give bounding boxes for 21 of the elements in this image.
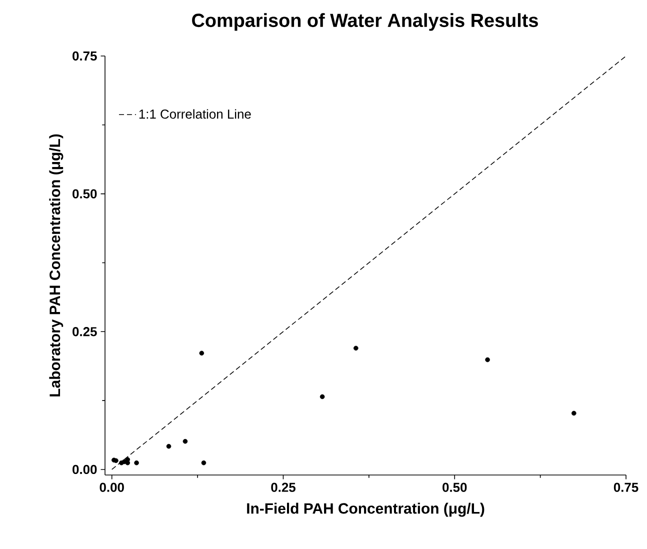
y-axis-title: Laboratory PAH Concentration (μg/L) [49,134,64,396]
point [572,410,576,416]
y-tick-label: 0.75 [72,51,97,61]
x-tick-label: 0.00 [100,482,124,492]
x-axis-title: In-Field PAH Concentration (μg/L) [247,502,484,517]
point [134,460,139,466]
legend-label: 1:1 Correlation Line [139,109,251,119]
point [199,350,204,356]
x-tick-label: 0.75 [614,482,638,492]
y-tick-label: 0.00 [72,464,97,474]
y-tick-label: 0.25 [72,327,97,336]
point [354,346,358,351]
point [201,460,206,466]
y-tick-label: 0.50 [72,189,97,198]
x-tick-label: 0.50 [442,482,467,492]
point [182,438,188,444]
x-tick-label: 0.25 [271,482,296,492]
chart-title: Comparison of Water Analysis Results [192,13,538,31]
point [320,394,325,400]
point [166,444,172,449]
point [485,357,490,362]
